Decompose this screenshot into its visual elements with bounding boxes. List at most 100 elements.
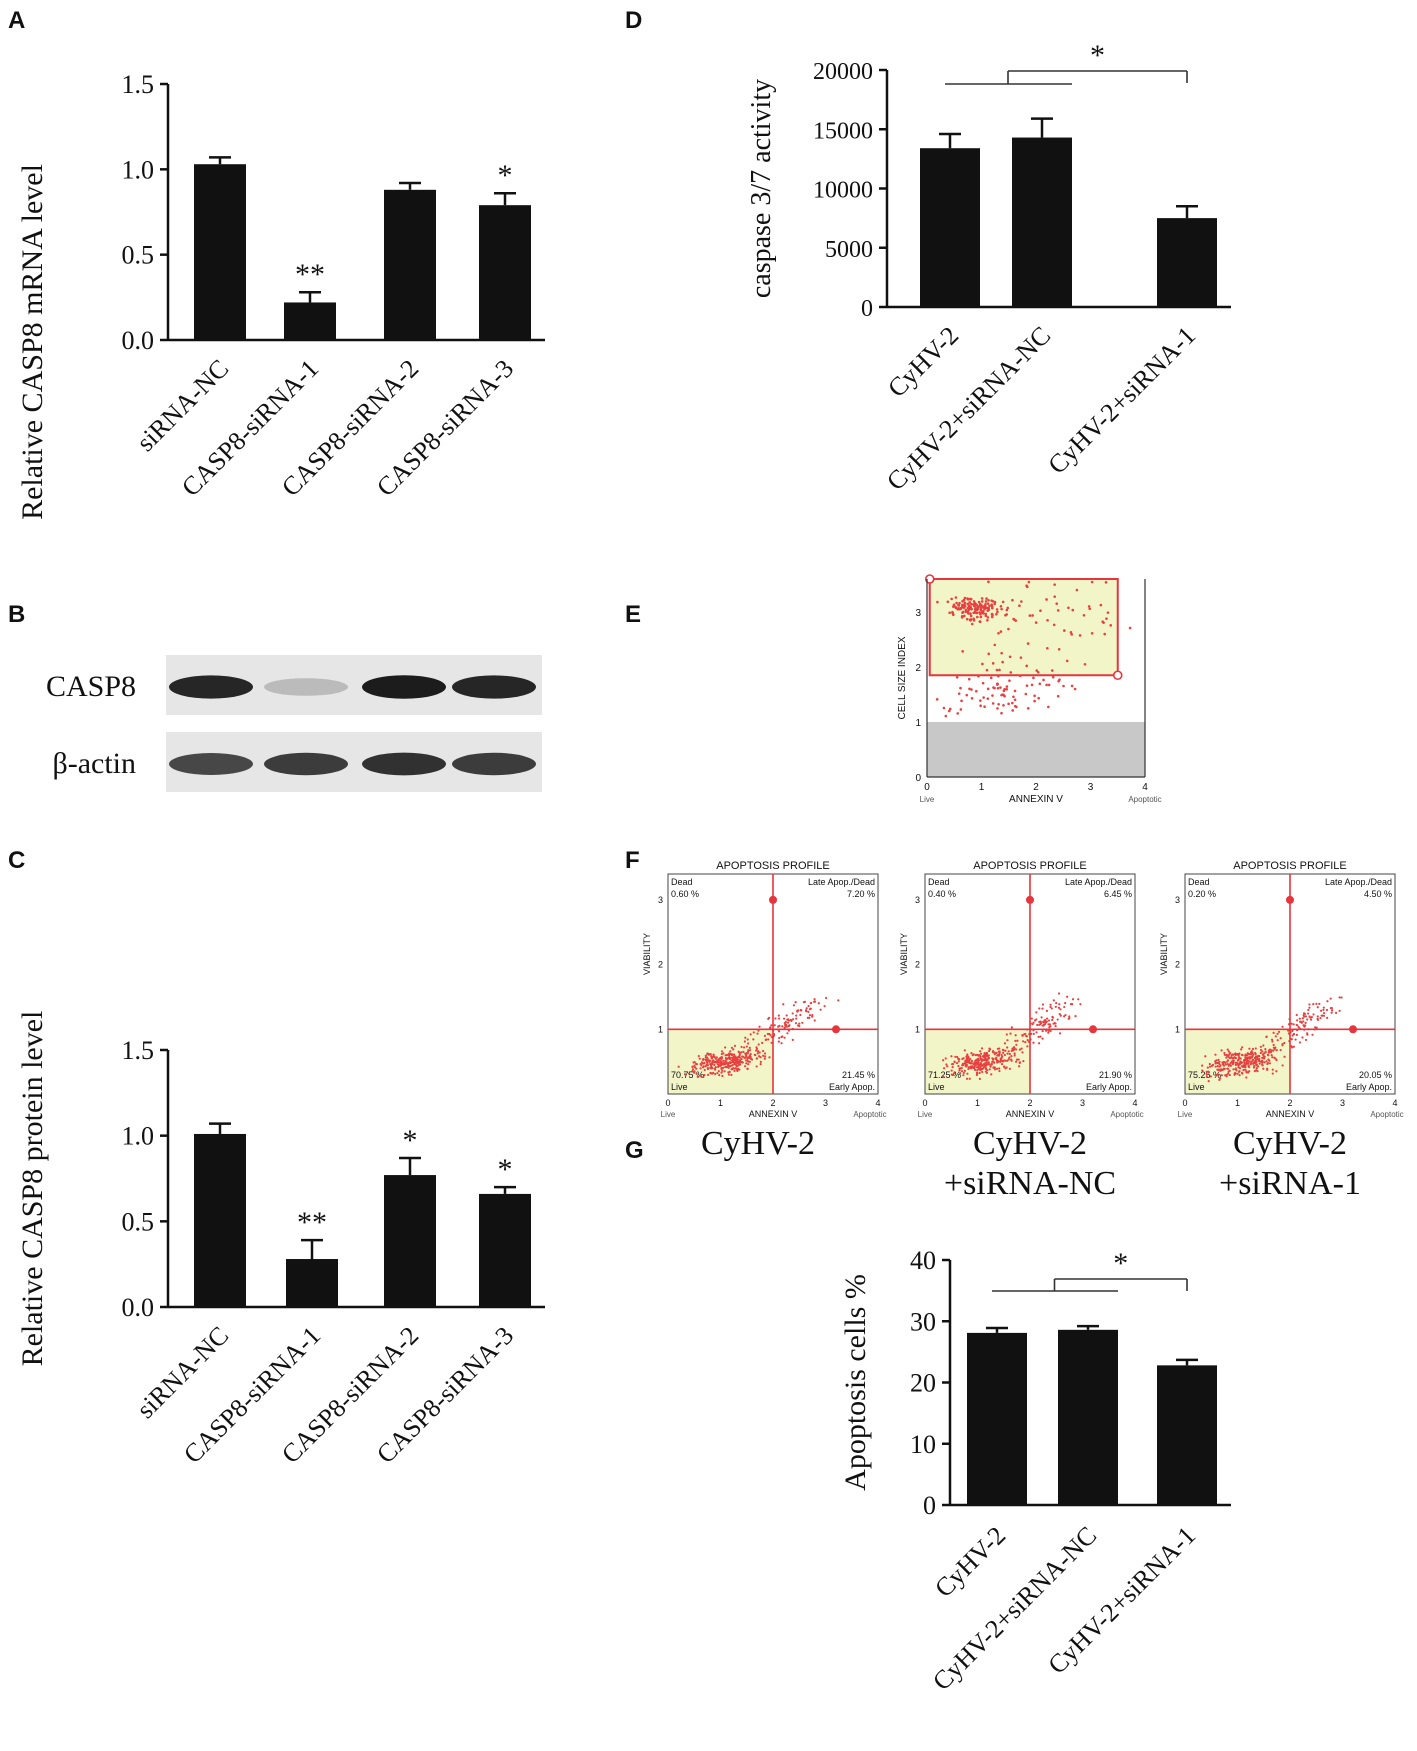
event-dot xyxy=(1001,1048,1005,1051)
event-dot xyxy=(742,1050,745,1053)
event-dot xyxy=(761,1041,764,1044)
q-late-value: 6.45 % xyxy=(1104,889,1132,899)
event-dot xyxy=(730,1068,733,1071)
profile-x-tick: 3 xyxy=(1340,1098,1345,1108)
significance-mark: * xyxy=(498,159,513,192)
event-dot xyxy=(699,1062,702,1066)
event-dot xyxy=(1302,1020,1305,1023)
event-dot xyxy=(1214,1065,1217,1068)
event-dot xyxy=(1005,685,1009,688)
event-dot xyxy=(733,1061,736,1064)
flow-gate-plot: 0 1 2 3 4 0 1 2 3 ANNEXIN V Live Apoptotic CELL SIZE… xyxy=(897,574,1162,805)
event-dot xyxy=(1238,1074,1241,1077)
blot-band xyxy=(169,675,253,699)
event-dot xyxy=(1047,1031,1050,1034)
event-dot xyxy=(768,1026,772,1029)
event-dot xyxy=(778,1036,781,1040)
event-dot xyxy=(1008,1056,1011,1059)
event-dot xyxy=(966,598,970,601)
event-dot xyxy=(755,1049,758,1052)
event-dot xyxy=(968,612,972,615)
profile-x-tick: 1 xyxy=(1235,1098,1240,1108)
event-dot xyxy=(727,1073,731,1076)
event-dot xyxy=(1312,1013,1315,1016)
event-dot xyxy=(1275,1049,1278,1052)
event-dot xyxy=(986,697,990,700)
event-dot xyxy=(1068,1015,1071,1018)
event-dot xyxy=(978,602,982,606)
event-dot xyxy=(712,1055,716,1058)
event-dot xyxy=(739,1059,742,1063)
event-dot xyxy=(955,1062,959,1065)
event-dot xyxy=(979,1050,982,1053)
event-dot xyxy=(1292,1023,1295,1026)
x-tick-label: CyHV-2 xyxy=(929,1521,1011,1603)
event-dot xyxy=(1024,1041,1027,1044)
event-dot xyxy=(980,1052,983,1055)
event-dot xyxy=(979,704,982,708)
event-dot xyxy=(737,1067,740,1070)
chart-d: 0 5000 10000 15000 20000 caspase 3/7 activity… xyxy=(746,39,1231,496)
profile-x-tick: 2 xyxy=(1027,1098,1032,1108)
event-dot xyxy=(991,1049,995,1053)
profile-title: APOPTOSIS PROFILE xyxy=(1233,860,1347,872)
live-quadrant xyxy=(925,1029,1030,1094)
event-dot xyxy=(1242,1065,1245,1069)
event-dot xyxy=(746,1067,749,1070)
event-dot xyxy=(1056,694,1060,698)
panel-label-f: F xyxy=(625,847,640,874)
event-dot xyxy=(718,1057,722,1060)
event-dot xyxy=(962,1057,965,1060)
event-dot xyxy=(1298,1017,1301,1020)
event-dot xyxy=(1295,1013,1298,1017)
event-dot xyxy=(697,1054,700,1058)
event-dot xyxy=(1283,1055,1286,1058)
flow-x-right: Apoptotic xyxy=(1128,795,1161,804)
event-dot xyxy=(1006,1046,1009,1049)
event-dot xyxy=(1228,1053,1231,1056)
event-dot xyxy=(764,1055,767,1058)
event-dot xyxy=(1015,1043,1018,1046)
event-dot xyxy=(950,597,953,601)
event-dot xyxy=(1026,1045,1029,1048)
quadrant-handle xyxy=(1286,895,1294,904)
event-dot xyxy=(1019,656,1023,659)
event-dot xyxy=(1330,1011,1333,1014)
event-dot xyxy=(973,602,977,605)
event-dot xyxy=(1021,1034,1024,1037)
event-dot xyxy=(747,1042,750,1045)
profile-x-left: Live xyxy=(918,1110,933,1119)
event-dot xyxy=(759,1056,762,1059)
event-dot xyxy=(706,1052,709,1055)
event-dot xyxy=(768,1056,771,1059)
event-dot xyxy=(1083,662,1087,666)
event-dot xyxy=(1302,1014,1305,1017)
event-dot xyxy=(1254,1052,1257,1056)
event-dot xyxy=(1226,1059,1230,1062)
event-dot xyxy=(942,1075,945,1079)
event-dot xyxy=(718,1061,721,1064)
event-dot xyxy=(728,1064,731,1068)
q-late-label: Late Apop./Dead xyxy=(808,877,875,887)
chart-g: 0 10 20 30 40 Apoptosis cells % CyHV-2CyHV-2+s… xyxy=(839,1246,1231,1696)
quadrant-handle xyxy=(1089,1025,1097,1034)
x-tick-label: CyHV-2+siRNA-NC xyxy=(927,1521,1102,1696)
profile-caption: CyHV-2 xyxy=(973,1125,1087,1162)
event-dot xyxy=(1307,1008,1310,1012)
bar xyxy=(1157,1365,1217,1505)
event-dot xyxy=(1316,1018,1320,1022)
event-dot xyxy=(978,1077,981,1080)
event-dot xyxy=(1234,1067,1237,1070)
y-tick-label: 1.0 xyxy=(122,155,155,184)
event-dot xyxy=(1318,1002,1321,1005)
event-dot xyxy=(985,606,988,609)
panel-label-e: E xyxy=(625,601,641,628)
event-dot xyxy=(1070,684,1074,688)
event-dot xyxy=(1005,608,1009,612)
bar xyxy=(967,1332,1027,1505)
event-dot xyxy=(1290,1045,1293,1048)
event-dot xyxy=(1243,1058,1246,1062)
event-dot xyxy=(979,611,983,614)
event-dot xyxy=(1026,642,1030,645)
event-dot xyxy=(1003,1053,1007,1057)
